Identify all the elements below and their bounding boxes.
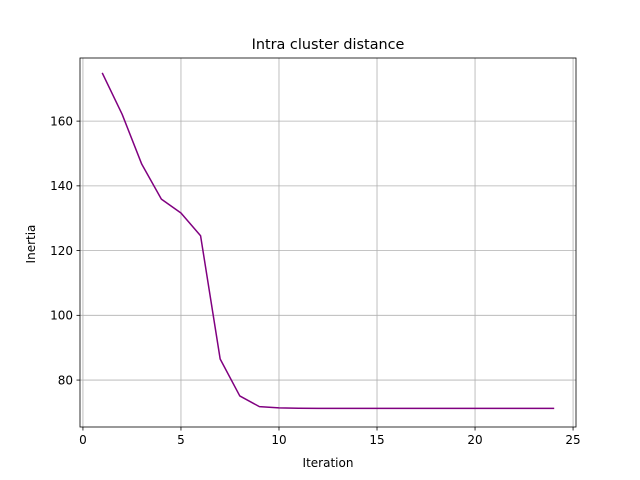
y-axis: 80 100 120 140 160 (50, 114, 80, 387)
chart-title: Intra cluster distance (252, 37, 405, 53)
x-tick-label: 25 (565, 433, 580, 447)
x-tick-label: 0 (79, 433, 87, 447)
x-tick-label: 10 (271, 433, 286, 447)
y-tick-label: 140 (50, 179, 73, 193)
y-tick-label: 100 (50, 309, 73, 323)
x-tick-label: 15 (369, 433, 384, 447)
grid (80, 58, 576, 427)
series-line (101, 72, 555, 410)
x-tick-label: 5 (177, 433, 185, 447)
y-tick-label: 80 (58, 373, 73, 387)
plot-frame (79, 57, 577, 428)
x-axis: 0 5 10 15 20 25 (79, 427, 581, 447)
y-tick-label: 160 (50, 114, 73, 128)
y-axis-label: Inertia (24, 225, 38, 264)
series-layer (101, 72, 555, 410)
y-tick-label: 120 (50, 244, 73, 258)
x-tick-label: 20 (467, 433, 482, 447)
x-axis-label: Iteration (303, 456, 354, 470)
